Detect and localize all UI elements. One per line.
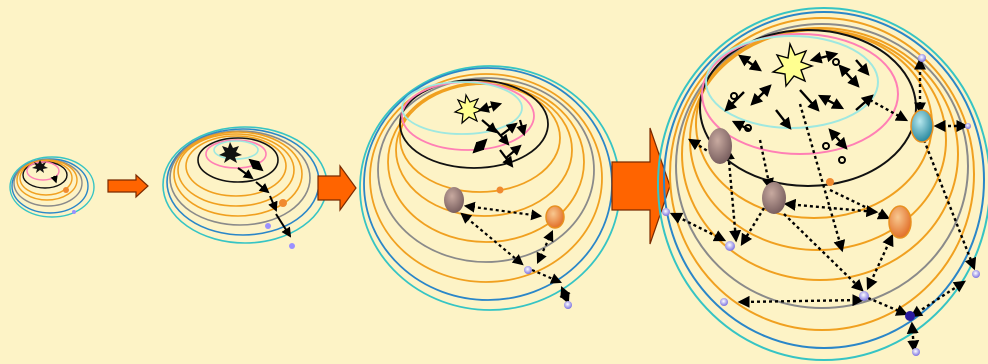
stage-3-star-icon — [453, 93, 484, 125]
stage-4-gray-node — [708, 128, 732, 164]
stage-4-small-orange-node — [826, 178, 834, 186]
stage-4-violet-node-8 — [918, 54, 926, 62]
stage-1-star-icon — [32, 160, 48, 173]
stage-4-gray-node-2 — [762, 182, 786, 214]
stage-4-small-ring-nodes — [730, 58, 846, 164]
stage-3-orange-node — [545, 205, 565, 229]
stage-4-violet-node — [725, 241, 735, 251]
stage-3-rings — [359, 65, 621, 311]
stage-4-violet-node-5 — [720, 298, 728, 306]
stage-1 — [9, 156, 95, 218]
stage-3 — [359, 65, 621, 311]
growth-arrow-1 — [107, 173, 149, 199]
stage-2-links — [237, 158, 292, 238]
stage-1-orange-node — [63, 187, 69, 193]
stage-3-gray-node — [444, 187, 464, 213]
stage-4 — [657, 7, 988, 361]
stage-3-violet-node-2 — [564, 301, 572, 309]
stage-1-violet-node — [72, 210, 76, 214]
stage-4-violet-node-9 — [965, 123, 971, 129]
stage-4-teal-node — [910, 109, 934, 143]
stage-3-dotted-links — [460, 201, 571, 305]
stage-2-violet-node — [265, 223, 271, 229]
stage-1-rings — [9, 156, 95, 218]
stage-4-violet-node-6 — [972, 270, 980, 278]
stage-3-links — [472, 101, 527, 168]
stage-4-star-icon — [771, 41, 815, 88]
stage-4-rings — [657, 7, 988, 361]
stage-4-orange-node — [888, 205, 912, 239]
stage-4-violet-node-3 — [859, 291, 869, 301]
stage-3-violet-node — [524, 266, 532, 274]
growth-arrow-2 — [317, 164, 357, 212]
stage-4-dotted-links — [669, 57, 977, 353]
stage-2-rings — [162, 126, 328, 244]
stage-4-violet-node-7 — [912, 348, 920, 356]
stage-2-star-icon — [219, 142, 242, 163]
stage-2-orange-node — [279, 199, 287, 207]
stage-2 — [162, 126, 328, 249]
stage-2-violet-node-2 — [289, 243, 295, 249]
stage-4-violet-node-4 — [905, 311, 915, 321]
stage-4-links — [724, 50, 874, 150]
stage-4-violet-node-2 — [662, 208, 670, 216]
stage-3-small-orange-node — [496, 186, 504, 194]
stage-1-link — [50, 175, 58, 184]
